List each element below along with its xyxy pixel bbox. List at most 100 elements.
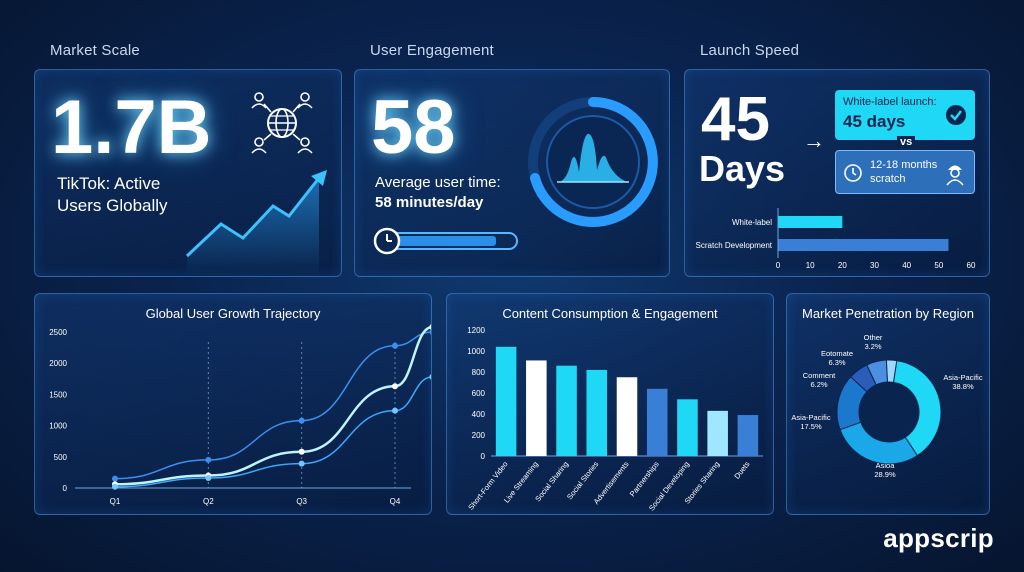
growth-point	[429, 329, 431, 335]
region-slice-label: Comment	[803, 371, 836, 380]
whitelabel-box: White-label launch: 45 days	[835, 90, 975, 140]
launch-bar-chart: White-label Scratch Development 0 10 20 30 40 5…	[696, 208, 976, 270]
growth-x-tick: Q4	[390, 497, 401, 506]
growth-arrow-graphic	[185, 170, 327, 276]
growth-point	[205, 456, 212, 463]
growth-chart-title: Global User Growth Trajectory	[145, 306, 321, 321]
launch-x-tick: 50	[934, 261, 943, 270]
content-x-tick: Short-Form Video	[466, 460, 509, 512]
content-bar	[586, 369, 608, 456]
content-chart-card: Content Consumption & Engagement 0 200 400…	[446, 293, 774, 515]
launch-speed-card: 45 Days → White-label launch: 45 days vs…	[684, 69, 990, 277]
growth-point	[205, 475, 212, 482]
content-bar	[616, 377, 638, 456]
growth-point	[298, 448, 305, 455]
launch-bar-label: Scratch Development	[696, 241, 773, 250]
growth-chart-card: Global User Growth Trajectory 0 500 1000 15…	[34, 293, 432, 515]
launch-bar	[778, 216, 843, 228]
launch-unit: Days	[699, 148, 786, 189]
market-label-line1: TikTok: Active	[57, 174, 161, 193]
growth-point	[392, 383, 398, 390]
content-bar	[526, 360, 547, 456]
growth-point	[429, 324, 431, 330]
whitelabel-title: White-label launch:	[843, 96, 937, 108]
content-bar	[495, 346, 517, 456]
arrow-right-icon: →	[803, 128, 825, 153]
launch-x-tick: 20	[838, 261, 847, 270]
time-progress-bar	[373, 227, 518, 255]
region-slice-value: 17.5%	[800, 422, 822, 431]
user-engagement-card: 58 Average user time: 58 minutes/day	[354, 69, 670, 277]
growth-x-tick: Q3	[296, 497, 307, 506]
scratch-box: 12-18 months scratch	[835, 150, 975, 194]
growth-y-tick: 0	[63, 484, 68, 493]
growth-point	[112, 483, 118, 490]
launch-bar	[778, 239, 949, 251]
content-y-tick: 1200	[467, 326, 485, 335]
whitelabel-value: 45 days	[843, 112, 906, 131]
growth-point	[112, 475, 118, 482]
growth-y-tick: 2000	[49, 359, 67, 368]
growth-y-tick: 2500	[49, 328, 67, 337]
content-bar	[677, 399, 698, 456]
growth-x-tick: Q2	[203, 497, 214, 506]
region-donut-chart: Asia-Pacific38.8%Asioa28.9%Asia-Pacific1…	[791, 333, 982, 479]
region-donut-hole	[859, 382, 919, 442]
launch-x-tick: 10	[806, 261, 815, 270]
content-y-tick: 200	[472, 431, 486, 440]
growth-line-chart: 0 500 1000 1500 2000 2500 Q1 Q2 Q3 Q4	[49, 324, 431, 506]
launch-x-tick: 30	[870, 261, 879, 270]
growth-point	[392, 342, 398, 349]
engagement-label: Average user time:	[375, 174, 501, 191]
engagement-value-label: 58 minutes/day	[375, 194, 484, 211]
content-bar	[707, 410, 728, 456]
market-label-line2: Users Globally	[57, 196, 168, 215]
growth-point	[392, 407, 398, 414]
engagement-ring-graphic	[528, 97, 658, 227]
clock-icon	[844, 164, 862, 182]
launch-x-tick: 40	[902, 261, 911, 270]
growth-y-tick: 1000	[49, 422, 67, 431]
region-slice-label: Other	[864, 333, 883, 342]
region-slice-label: Eotomate	[821, 349, 853, 358]
content-y-tick: 0	[481, 452, 486, 461]
section-label-launch-speed: Launch Speed	[700, 42, 800, 59]
region-slice-value: 38.8%	[952, 382, 974, 391]
content-y-tick: 400	[472, 410, 486, 419]
market-value: 1.7B	[51, 85, 212, 170]
region-slice-value: 6.2%	[810, 380, 827, 389]
region-chart-title: Market Penetration by Region	[802, 306, 974, 321]
vs-label: vs	[897, 136, 916, 148]
content-y-tick: 600	[472, 389, 486, 398]
region-slice-value: 3.2%	[864, 342, 881, 351]
content-x-tick: Duets	[732, 459, 751, 480]
scratch-line1: 12-18 months	[870, 159, 938, 171]
content-bar	[556, 365, 577, 456]
content-y-tick: 1000	[467, 347, 485, 356]
region-slice-label: Asia-Pacific	[791, 413, 830, 422]
worker-icon	[946, 165, 964, 186]
region-chart-card: Market Penetration by Region Asia-Pacifi…	[786, 293, 990, 515]
growth-point	[298, 460, 305, 467]
scratch-line2: scratch	[870, 173, 906, 185]
growth-series-line	[114, 376, 431, 488]
content-y-tick: 800	[472, 368, 486, 377]
region-slice-label: Asia-Pacific	[943, 373, 982, 382]
engagement-value: 58	[371, 85, 456, 170]
launch-x-tick: 60	[967, 261, 976, 270]
growth-series-line	[114, 326, 431, 486]
market-scale-card: 1.7B TikTok: Active Users Globally	[34, 69, 342, 277]
launch-bar-label: White-label	[732, 218, 772, 227]
section-label-user-engagement: User Engagement	[370, 42, 494, 59]
growth-y-tick: 1500	[49, 390, 67, 399]
content-chart-title: Content Consumption & Engagement	[502, 306, 718, 321]
region-slice-value: 28.9%	[874, 470, 896, 479]
growth-point	[298, 417, 305, 424]
content-bar	[737, 415, 759, 456]
growth-point	[429, 374, 431, 380]
growth-y-tick: 500	[54, 453, 68, 462]
launch-x-tick: 0	[776, 261, 781, 270]
globe-users-icon	[251, 92, 313, 154]
check-icon	[946, 105, 966, 125]
